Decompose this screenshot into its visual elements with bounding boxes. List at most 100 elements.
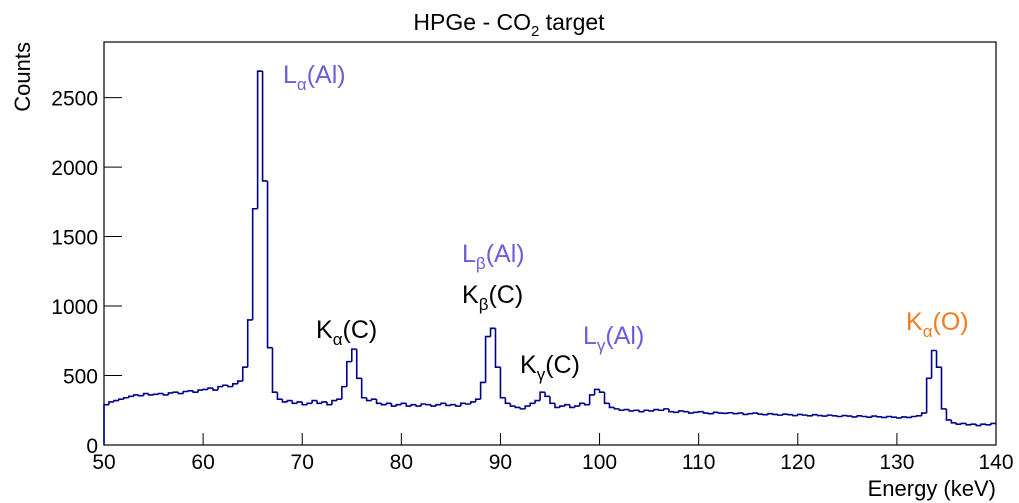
histogram-bin <box>732 412 739 415</box>
histogram-bin <box>529 402 536 407</box>
peak-label: Kα(O) <box>906 308 969 341</box>
histogram-bin <box>583 403 590 406</box>
histogram-bin <box>509 403 516 407</box>
histogram-bin <box>385 402 392 405</box>
histogram-bin <box>246 319 253 368</box>
histogram-bin <box>321 401 327 404</box>
histogram-bin <box>237 380 243 384</box>
y-axis-label: Counts <box>10 42 35 112</box>
histogram-bin <box>152 393 159 396</box>
title-sub: 2 <box>531 23 539 40</box>
histogram-bin <box>910 415 917 418</box>
histogram-bin <box>588 394 595 405</box>
histogram-bin <box>831 415 838 417</box>
histogram-bin <box>826 414 833 417</box>
histogram-bin <box>489 327 496 337</box>
histogram-bin <box>212 388 218 391</box>
histogram-bin <box>365 397 372 402</box>
peak-label-main: L <box>283 61 297 89</box>
histogram-bin <box>440 402 446 405</box>
peak-label-suffix: (C) <box>343 316 378 344</box>
histogram-bin <box>841 414 848 417</box>
x-tick-label: 80 <box>390 451 413 474</box>
histogram-bin <box>628 409 635 412</box>
histogram-bin <box>935 350 942 368</box>
histogram-bin <box>420 403 427 407</box>
histogram-bin <box>157 392 164 395</box>
histogram-bin <box>464 403 471 405</box>
histogram-bin <box>792 414 798 417</box>
y-tick-label: 1000 <box>51 296 98 319</box>
peak-label: Lγ(Al) <box>583 322 644 355</box>
histogram-bin <box>702 411 709 414</box>
histogram-bin <box>856 415 863 417</box>
histogram-bin <box>207 387 214 390</box>
histogram-bin <box>618 408 625 412</box>
histogram-bin <box>217 385 223 391</box>
histogram-bin <box>633 409 640 412</box>
histogram-bin <box>261 71 268 182</box>
x-tick-label: 130 <box>879 451 914 474</box>
histogram-bin <box>281 399 288 403</box>
histogram-bin <box>787 413 793 416</box>
histogram-bin <box>256 70 263 209</box>
histogram-bin <box>871 415 878 418</box>
chart-title: HPGe - CO2 target <box>413 9 605 40</box>
histogram-bin <box>970 423 977 425</box>
histogram-bin <box>182 390 189 394</box>
histogram-bin <box>113 399 119 402</box>
histogram-bin <box>311 399 318 404</box>
histogram-bin <box>816 414 823 417</box>
peak-label-sub: β <box>479 295 489 314</box>
histogram-bin <box>400 402 407 405</box>
histogram-bin <box>167 392 174 395</box>
y-tick-label: 1500 <box>51 227 98 250</box>
peak-label-sub: α <box>923 322 933 341</box>
histogram-bin <box>767 412 773 415</box>
histogram-bin <box>474 398 481 402</box>
histogram-bin <box>653 408 660 411</box>
x-tick-label: 60 <box>191 451 214 474</box>
histogram-bin <box>192 390 199 393</box>
peak-label-sub: α <box>297 75 307 94</box>
histogram-bin <box>147 393 154 396</box>
histogram-bin <box>331 399 337 405</box>
histogram-bin <box>623 408 630 411</box>
y-tick-label: 2000 <box>51 157 98 180</box>
histogram-bin <box>712 411 719 414</box>
histogram-bin <box>559 405 565 408</box>
histogram-bin <box>380 403 387 406</box>
histogram-bin <box>608 403 615 409</box>
histogram-bin <box>648 410 655 412</box>
histogram-bin <box>727 411 734 414</box>
histogram-bin <box>901 416 907 418</box>
peak-label-suffix: (Al) <box>307 61 346 89</box>
histogram-bin <box>460 402 466 407</box>
histogram-bin <box>127 395 134 398</box>
histogram-bin <box>172 391 179 393</box>
histogram-bin <box>955 422 962 425</box>
histogram-bin <box>747 412 754 415</box>
histogram-bin <box>360 378 367 399</box>
histogram-bin <box>499 367 506 399</box>
histogram-bin <box>494 328 501 368</box>
histogram-bin <box>306 402 313 405</box>
histogram-bin <box>286 399 293 402</box>
histogram-bin <box>990 422 996 425</box>
histogram-bin <box>504 397 511 405</box>
histogram-bin <box>350 348 357 362</box>
histogram-bin <box>886 415 892 418</box>
y-tick-label: 0 <box>86 435 98 458</box>
x-tick-label: 70 <box>291 451 314 474</box>
histogram-bin <box>227 385 233 388</box>
histogram-bin <box>415 404 422 407</box>
histogram-bin <box>455 404 461 407</box>
peak-label: Kβ(C) <box>462 281 523 314</box>
histogram-bin <box>717 412 724 414</box>
peak-label: Kα(C) <box>316 316 377 349</box>
histogram-bin <box>123 396 129 400</box>
histogram-bin <box>484 335 491 383</box>
histogram-bin <box>742 413 749 416</box>
histogram-bin <box>276 392 283 400</box>
histogram-bin <box>975 424 982 427</box>
